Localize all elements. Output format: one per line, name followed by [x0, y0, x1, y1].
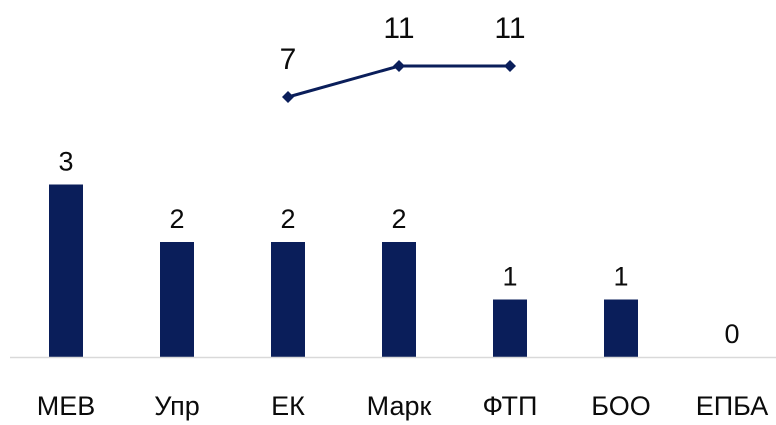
line-point-4: [504, 60, 516, 72]
category-label-2: ЕК: [271, 391, 305, 421]
bar-value-label-3: 2: [391, 204, 406, 234]
bars-layer: [49, 184, 638, 357]
category-label-4: ФТП: [483, 391, 538, 421]
bar-3: [382, 242, 416, 357]
bar-value-label-4: 1: [502, 262, 517, 292]
line-layer: [282, 60, 516, 103]
bar-0: [49, 184, 83, 357]
bar-2: [271, 242, 305, 357]
line-point-2: [282, 91, 294, 103]
line-point-3: [393, 60, 405, 72]
bar-1: [160, 242, 194, 357]
line-value-label-4: 11: [494, 12, 525, 45]
category-label-5: БОО: [591, 391, 650, 421]
line-value-label-3: 11: [383, 12, 414, 45]
line-value-label-2: 7: [280, 43, 297, 76]
bar-value-label-0: 3: [58, 147, 73, 177]
category-label-6: ЕПБА: [696, 391, 769, 421]
bar-value-label-6: 0: [724, 319, 739, 349]
bar-value-label-1: 2: [169, 204, 184, 234]
category-label-1: Упр: [154, 391, 200, 421]
bar-5: [604, 299, 638, 357]
bar-4: [493, 299, 527, 357]
bar-value-label-2: 2: [280, 204, 295, 234]
bar-value-label-5: 1: [613, 262, 628, 292]
category-label-3: Марк: [367, 391, 432, 421]
category-label-0: МЕВ: [37, 391, 96, 421]
